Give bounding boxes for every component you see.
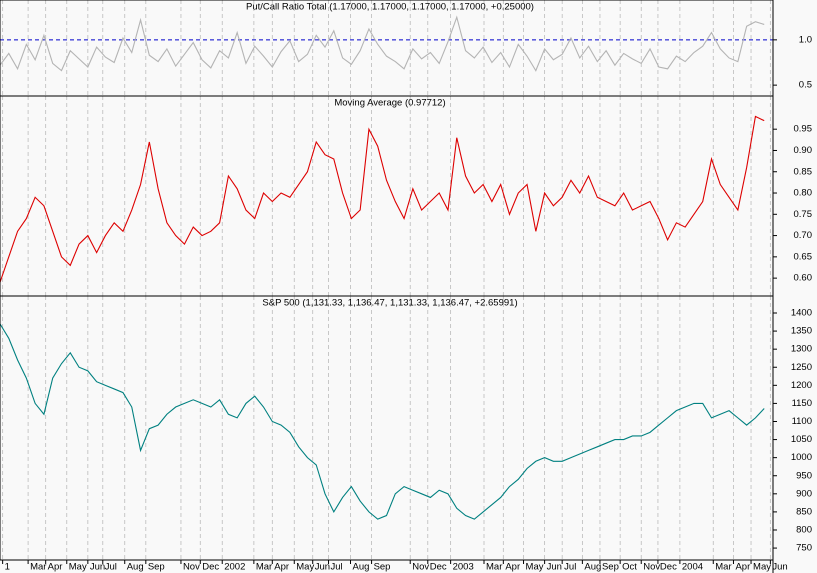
x-tick-label: Sep [148,562,165,573]
y-tick-label: 850 [796,506,812,517]
y-tick-label: 950 [796,470,812,481]
y-tick-label: 1150 [792,398,812,409]
x-tick-label: Mar [715,562,731,573]
x-tick-label: Apr [274,562,289,573]
y-tick-label: 750 [796,543,812,554]
y-tick-label: 0.85 [794,166,813,177]
x-tick-label: Aug [352,562,369,573]
x-tick-label: Nov [183,562,200,573]
y-tick-label: 1350 [791,326,812,337]
y-tick-label: 0.65 [794,251,813,262]
x-tick-label: May [296,562,314,573]
y-tick-label: 1050 [791,434,812,445]
x-tick-label: Jun [90,562,105,573]
x-tick-label: Dec [430,562,447,573]
panel-title: Put/Call Ratio Total (1.17000, 1.17000, … [246,2,534,13]
x-tick-label: Jul [105,562,117,573]
y-tick-label: 0.70 [794,230,813,241]
y-tick-label: 0.5 [799,80,812,91]
x-tick-label: 2003 [453,562,474,573]
y-tick-label: 0.90 [794,145,813,156]
x-tick-label: Apr [48,562,63,573]
panel-title: S&P 500 (1,131.33, 1,136.47, 1,131.33, 1… [262,298,517,309]
x-tick-label: Jun [315,562,330,573]
x-tick-label: Sep [602,562,619,573]
data-line [0,15,765,72]
x-tick-label: Aug [584,562,601,573]
x-tick-label: Dec [202,562,219,573]
y-tick-label: 1300 [791,344,812,355]
x-tick-label: Apr [505,562,520,573]
y-tick-label: 1100 [792,416,812,427]
y-tick-label: 1250 [791,362,812,373]
panel-title: Moving Average (0.97712) [334,98,445,109]
y-tick-label: 0.80 [794,188,813,199]
x-tick-label: Jul [331,562,343,573]
x-tick-label: Jul [564,562,576,573]
y-tick-label: 0.75 [794,209,813,220]
x-tick-label: Sep [374,562,391,573]
y-tick-label: 1.0 [799,34,812,45]
y-tick-label: 800 [796,524,812,535]
data-line [0,323,765,520]
x-tick-label: May [526,562,544,573]
y-tick-label: 1000 [791,452,812,463]
x-tick-label: 1 [5,562,10,573]
data-line [0,115,765,283]
x-tick-label: Mar [486,562,502,573]
y-tick-label: 0.60 [794,273,813,284]
x-tick-label: May [69,562,87,573]
x-tick-label: Mar [30,562,46,573]
x-tick-label: Apr [735,562,750,573]
x-tick-label: Jun [547,562,562,573]
x-tick-label: Mar [256,562,272,573]
y-tick-label: 0.95 [794,124,813,135]
y-tick-label: 900 [796,488,812,499]
x-tick-label: Jun [772,562,787,573]
y-tick-label: 1400 [791,308,812,319]
x-tick-label: 2002 [224,562,245,573]
x-tick-label: Aug [127,562,144,573]
x-tick-label: Nov [412,562,429,573]
x-tick-label: Oct [622,562,637,573]
x-tick-label: 2004 [682,562,703,573]
y-tick-label: 1200 [791,380,812,391]
x-tick-label: Dec [660,562,677,573]
x-tick-label: May [753,562,771,573]
x-tick-label: Nov [643,562,660,573]
